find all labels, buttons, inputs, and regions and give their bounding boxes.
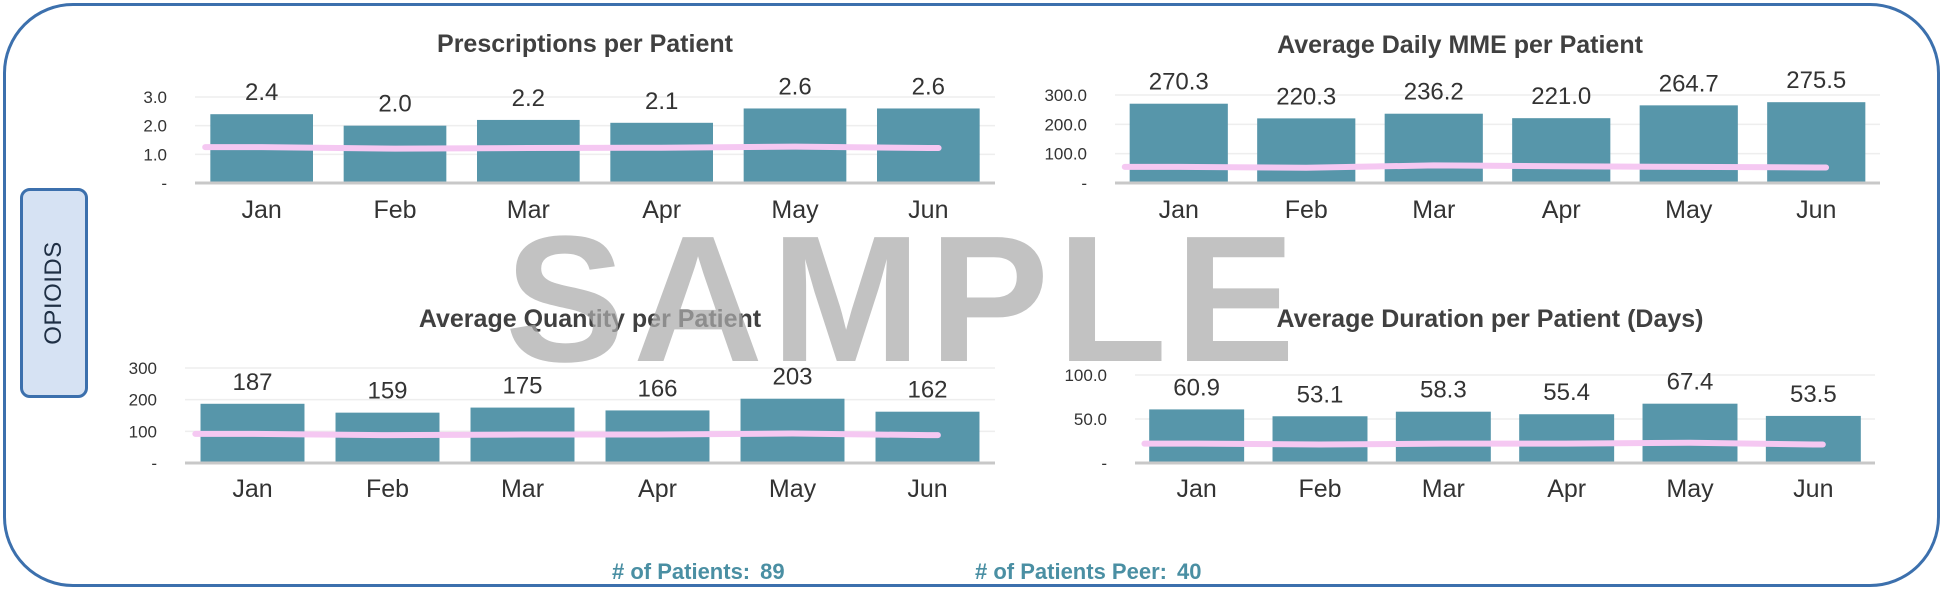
data-label: 2.4 (245, 79, 278, 106)
peer-trend-line (1141, 439, 1826, 448)
data-label: 2.6 (912, 73, 945, 100)
data-label: 162 (907, 377, 947, 404)
bar-jan (1149, 409, 1245, 463)
x-tick-label: Jun (908, 196, 948, 224)
data-label: 67.4 (1667, 369, 1714, 396)
y-tick-label: 100.0 (1064, 366, 1107, 385)
y-tick-label: 300.0 (1044, 86, 1087, 105)
peer-patients-count: # of Patients Peer: 40 (975, 559, 1201, 585)
bar-apr (1519, 414, 1615, 463)
patients-count: # of Patients: 89 (612, 559, 785, 585)
bar-apr (610, 122, 713, 183)
dashboard-frame (3, 3, 1940, 587)
bar-feb (1272, 416, 1368, 463)
data-label: 60.9 (1173, 374, 1220, 401)
x-tick-label: May (1665, 196, 1713, 224)
x-tick-label: May (1666, 475, 1714, 503)
x-tick-label: Jun (907, 475, 947, 503)
data-label: 203 (772, 364, 812, 391)
x-tick-label: May (769, 475, 817, 503)
x-tick-label: Mar (507, 196, 550, 224)
y-tick-label: - (1101, 454, 1107, 473)
data-label: 187 (232, 369, 272, 396)
y-tick-label: 100 (129, 422, 157, 441)
data-label: 264.7 (1659, 70, 1719, 97)
data-label: 159 (367, 378, 407, 405)
bar-may (1639, 105, 1738, 183)
data-label: 236.2 (1404, 79, 1464, 106)
data-label: 58.3 (1420, 377, 1467, 404)
x-tick-label: Jan (242, 196, 282, 224)
x-tick-label: Apr (1542, 196, 1581, 224)
data-label: 2.1 (645, 88, 678, 115)
bar-feb (1257, 118, 1356, 183)
chart-title: Prescriptions per Patient (437, 30, 734, 58)
opioids-tab-label: OPIOIDS (40, 241, 67, 345)
x-tick-label: Mar (1412, 196, 1455, 224)
peer-patients-count-label: # of Patients Peer: (975, 559, 1167, 584)
x-tick-label: Apr (638, 475, 677, 503)
y-tick-label: - (1081, 174, 1087, 193)
average-daily-mme-chart: Average Daily MME per Patient - 100.0 200.0… (1044, 31, 1880, 224)
data-label: 53.5 (1790, 381, 1837, 408)
x-tick-label: Feb (366, 475, 409, 503)
x-tick-label: Mar (1422, 475, 1465, 503)
x-tick-label: May (771, 196, 819, 224)
y-tick-label: - (151, 454, 157, 473)
peer-trend-line (192, 430, 941, 439)
x-tick-label: Feb (1298, 475, 1341, 503)
y-tick-label: - (161, 174, 167, 193)
y-tick-label: 300 (129, 359, 157, 378)
bar-mar (1384, 113, 1483, 183)
y-tick-label: 100.0 (1044, 145, 1087, 164)
data-label: 53.1 (1297, 381, 1344, 408)
x-tick-label: Feb (1285, 196, 1328, 224)
bar-mar (477, 119, 580, 183)
x-tick-label: Jan (1177, 475, 1217, 503)
patients-count-label: # of Patients: (612, 559, 751, 584)
peer-patients-count-value: 40 (1176, 559, 1202, 584)
x-tick-label: Jun (1793, 475, 1833, 503)
prescriptions-per-patient-chart: Prescriptions per Patient - 1.0 2.0 3.0 2.4 Ja… (143, 30, 995, 224)
y-tick-label: 200 (129, 391, 157, 410)
opioids-tab[interactable]: OPIOIDS (20, 188, 88, 398)
x-tick-label: Jun (1796, 196, 1836, 224)
x-tick-label: Apr (642, 196, 681, 224)
bar-mar (1395, 411, 1491, 463)
patients-count-value: 89 (760, 559, 785, 584)
peer-trend-line (1121, 162, 1830, 171)
data-label: 2.0 (378, 91, 411, 118)
data-label: 166 (637, 375, 677, 402)
bar-jun (1767, 102, 1866, 183)
bar-apr (1512, 118, 1611, 183)
y-tick-label: 2.0 (143, 117, 167, 136)
data-label: 55.4 (1543, 379, 1590, 406)
y-tick-label: 1.0 (143, 145, 167, 164)
bar-jan (1129, 103, 1228, 183)
data-label: 2.2 (512, 85, 545, 112)
data-label: 220.3 (1276, 83, 1336, 110)
average-quantity-chart: Average Quantity per Patient - 100 200 300 18… (129, 305, 995, 503)
peer-trend-line (202, 143, 942, 152)
average-duration-chart: Average Duration per Patient (Days) - 50.0… (1064, 305, 1875, 503)
data-label: 221.0 (1531, 83, 1591, 110)
y-tick-label: 3.0 (143, 88, 167, 107)
chart-title: Average Quantity per Patient (419, 305, 762, 333)
data-label: 2.6 (778, 73, 811, 100)
x-tick-label: Apr (1547, 475, 1586, 503)
bar-jun (1765, 415, 1861, 463)
x-tick-label: Jan (232, 475, 272, 503)
x-tick-label: Jan (1159, 196, 1199, 224)
data-label: 175 (502, 373, 542, 400)
y-tick-label: 200.0 (1044, 115, 1087, 134)
x-tick-label: Feb (373, 196, 416, 224)
data-label: 270.3 (1149, 69, 1209, 96)
y-tick-label: 50.0 (1074, 410, 1107, 429)
data-label: 275.5 (1786, 67, 1846, 94)
x-tick-label: Mar (501, 475, 544, 503)
chart-title: Average Duration per Patient (Days) (1277, 305, 1704, 333)
bar-may (1642, 403, 1738, 463)
bar-feb (343, 125, 447, 183)
chart-title: Average Daily MME per Patient (1277, 31, 1644, 59)
